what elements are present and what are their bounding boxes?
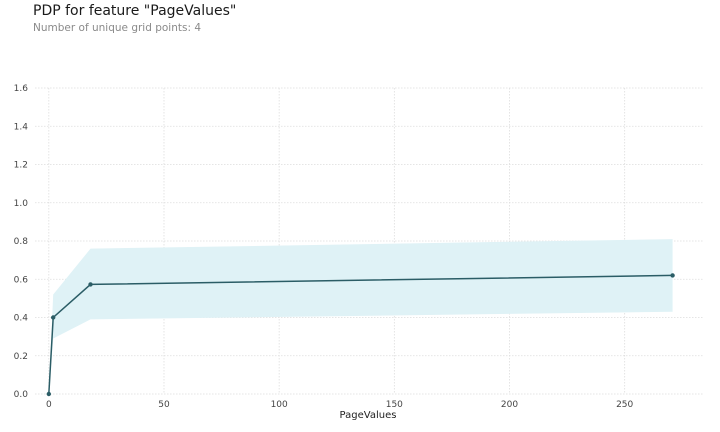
y-axis-ticks: 0.0 0.2 0.4 0.6 0.8 1.0 1.2 1.4 1.6	[14, 84, 29, 400]
pdp-data-point	[88, 282, 93, 287]
x-axis-ticks: 0 50 100 150 200 250	[46, 400, 634, 410]
x-tick-label: 100	[271, 400, 288, 410]
pdp-series-line	[48, 274, 673, 395]
x-tick-label: 200	[501, 400, 518, 410]
confidence-band	[48, 239, 673, 394]
pdp-line	[48, 274, 673, 395]
y-tick-label: 0.8	[14, 237, 29, 247]
y-tick-label: 1.2	[14, 161, 28, 171]
chart-subtitle: Number of unique grid points: 4	[33, 22, 202, 34]
confidence-band-area	[48, 239, 673, 394]
pdp-data-point	[46, 391, 52, 397]
y-tick-label: 0.0	[14, 390, 29, 400]
x-tick-label: 250	[616, 400, 633, 410]
pdp-points	[46, 273, 675, 397]
y-tick-label: 0.6	[14, 275, 29, 285]
chart-title: PDP for feature "PageValues"	[33, 3, 237, 19]
pdp-data-point	[670, 273, 675, 278]
y-tick-label: 1.0	[14, 199, 29, 209]
y-tick-label: 1.6	[14, 84, 29, 94]
y-tick-label: 1.4	[14, 122, 29, 132]
y-tick-label: 0.4	[14, 314, 29, 324]
pdp-data-point	[50, 315, 56, 320]
x-tick-label: 50	[158, 400, 170, 410]
x-tick-label: 0	[46, 400, 52, 410]
x-tick-label: 150	[386, 400, 403, 410]
x-axis-label: PageValues	[340, 410, 397, 421]
y-tick-label: 0.2	[14, 352, 28, 362]
